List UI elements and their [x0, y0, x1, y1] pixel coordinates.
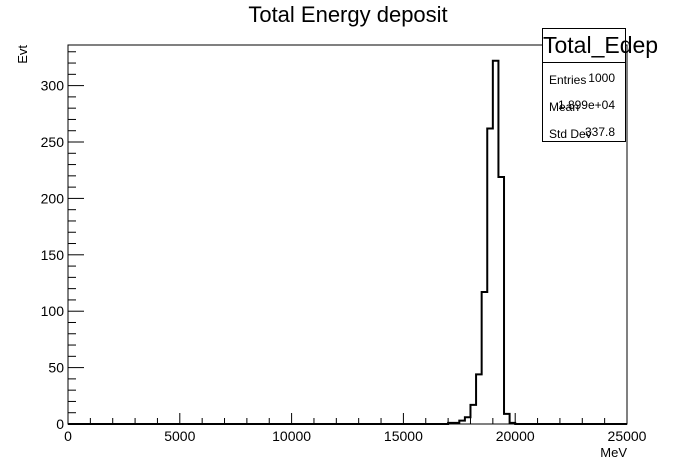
y-axis-ticks	[68, 51, 84, 425]
stats-value: 1000	[588, 71, 615, 85]
stats-key: Entries	[549, 73, 587, 87]
y-tick-label: 0	[56, 416, 64, 432]
stats-value: 337.8	[584, 125, 615, 139]
y-tick-label: 200	[41, 190, 65, 206]
y-tick-label: 100	[41, 303, 65, 319]
stats-row-stddev: Std Dev 337.8	[543, 117, 625, 144]
stats-key: Mean	[549, 100, 580, 114]
histogram-series	[68, 59, 627, 425]
x-tick-label: 5000	[164, 428, 195, 444]
stats-key: Std Dev	[549, 127, 592, 141]
y-tick-label: 250	[41, 134, 65, 150]
x-tick-labels: 0 5000 10000 15000 20000 25000	[64, 428, 647, 444]
x-tick-label: 20000	[496, 428, 535, 444]
stats-row-entries: Entries 1000	[543, 63, 625, 90]
x-tick-label: 10000	[272, 428, 311, 444]
x-tick-label: 15000	[384, 428, 423, 444]
x-axis-title: MeV	[600, 445, 627, 460]
y-tick-label: 300	[41, 78, 65, 94]
stats-row-mean: Mean 1.899e+04	[543, 90, 625, 117]
x-tick-label: 25000	[608, 428, 647, 444]
y-axis-title: Evt	[15, 45, 30, 64]
stats-box: Total_Edep Entries 1000 Mean 1.899e+04 S…	[542, 28, 658, 144]
stats-box-name: Total_Edep	[543, 29, 658, 63]
y-tick-labels: 0 50 100 150 200 250 300	[41, 78, 65, 432]
y-tick-label: 50	[48, 360, 64, 376]
y-tick-label: 150	[41, 247, 65, 263]
x-axis-ticks	[67, 413, 628, 424]
x-tick-label: 0	[64, 428, 72, 444]
chart-title: Total Energy deposit	[248, 2, 448, 27]
stats-value: 1.899e+04	[557, 98, 615, 112]
